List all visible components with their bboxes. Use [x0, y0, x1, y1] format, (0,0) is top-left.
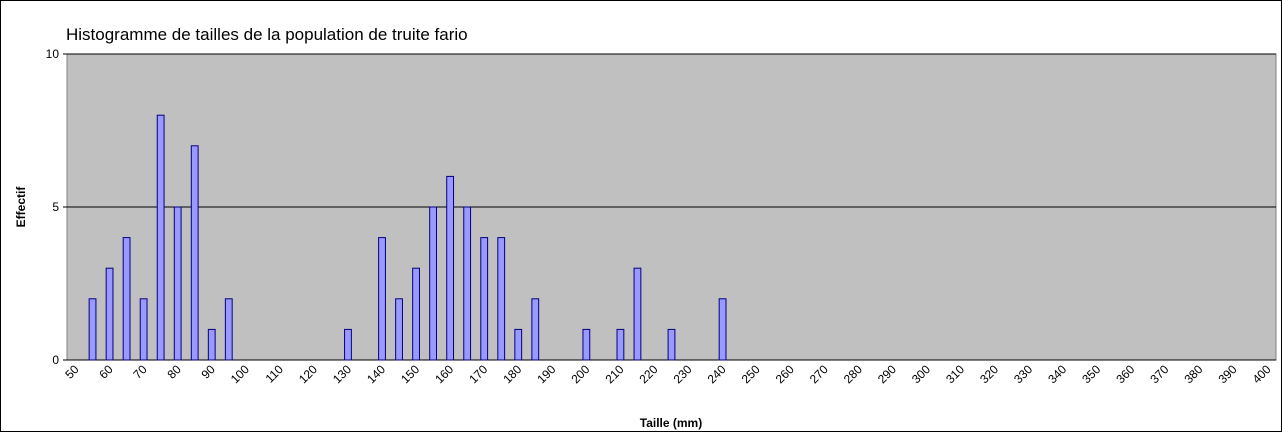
bar	[446, 175, 455, 361]
bar	[88, 298, 97, 361]
bar	[633, 267, 642, 361]
bar	[139, 298, 148, 361]
bar	[667, 328, 676, 361]
y-tick-label: 10	[46, 47, 60, 61]
y-tick-label: 0	[52, 353, 59, 367]
y-axis-label: Effectif	[14, 186, 28, 228]
bar	[190, 145, 199, 361]
chart-title: Histogramme de tailles de la population …	[66, 25, 468, 44]
bar	[582, 328, 591, 361]
bar	[156, 114, 165, 361]
bar	[207, 328, 216, 361]
bar	[616, 328, 625, 361]
bar	[344, 328, 352, 361]
bar	[395, 298, 403, 361]
bar	[429, 206, 438, 361]
y-tick-label: 5	[52, 200, 59, 214]
bar	[105, 267, 114, 361]
bar	[173, 206, 182, 361]
bar	[480, 237, 489, 361]
bar	[514, 328, 523, 361]
bar	[531, 298, 540, 361]
bar	[224, 298, 233, 361]
bar	[412, 267, 420, 361]
bar	[718, 298, 727, 361]
x-axis-label: Taille (mm)	[640, 416, 702, 430]
bar	[497, 237, 506, 361]
bar	[122, 237, 131, 361]
bar	[378, 237, 386, 361]
bar	[463, 206, 472, 361]
